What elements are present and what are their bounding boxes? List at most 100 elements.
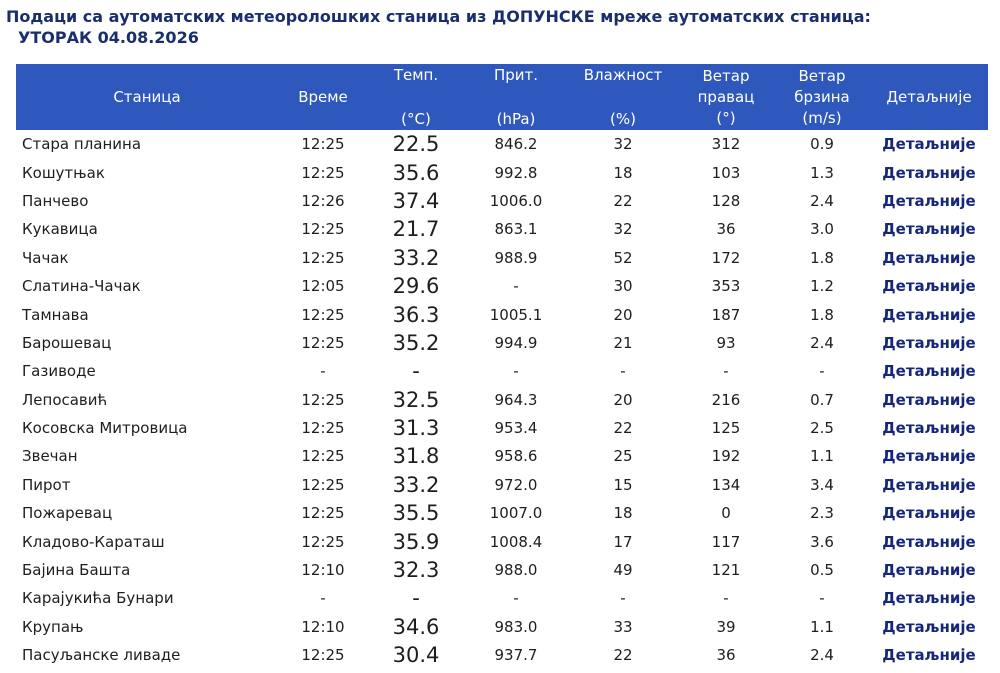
details-link[interactable]: Детаљније — [882, 561, 976, 580]
temperature-value: 33.2 — [392, 472, 440, 497]
col-header-time: Време — [278, 64, 368, 130]
col-header-wind-speed-line1: Ветар — [798, 67, 846, 86]
details-link[interactable]: Детаљније — [882, 589, 976, 608]
wind-direction-value: 187 — [711, 305, 741, 324]
temperature-value: 29.6 — [392, 274, 440, 299]
temperature-value: 32.5 — [392, 387, 440, 412]
details-link[interactable]: Детаљније — [882, 277, 976, 296]
col-header-humidity-label: Влажност — [583, 66, 663, 84]
table-row: Крупањ 12:10 34.6 983.0 33 39 1.1 Детаљн… — [16, 613, 988, 641]
temperature-value: 22.5 — [392, 132, 440, 157]
measurement-time: 12:25 — [301, 390, 345, 409]
measurement-time: - — [320, 362, 326, 381]
temperature-value: 32.3 — [392, 558, 440, 583]
pressure-value: 937.7 — [494, 646, 538, 665]
measurement-time: 12:25 — [301, 646, 345, 665]
wind-direction-value: 172 — [711, 248, 741, 267]
wind-direction-value: 39 — [716, 617, 736, 636]
humidity-value: - — [620, 589, 626, 608]
humidity-value: - — [620, 362, 626, 381]
table-row: Газиводе - - - - - - Детаљније — [16, 357, 988, 385]
wind-speed-value: 1.8 — [810, 248, 834, 267]
col-header-humidity-unit: (%) — [610, 110, 636, 128]
station-name: Бајина Башта — [22, 561, 131, 580]
pressure-value: 863.1 — [494, 220, 538, 239]
col-header-wind-speed: Ветар брзина (m/s) — [774, 64, 870, 130]
details-link[interactable]: Детаљније — [882, 504, 976, 523]
temperature-value: 36.3 — [392, 302, 440, 327]
wind-speed-value: 3.6 — [810, 532, 834, 551]
wind-speed-value: - — [819, 362, 825, 381]
temperature-value: - — [412, 586, 420, 611]
pressure-value: 964.3 — [494, 390, 538, 409]
measurement-time: 12:26 — [301, 191, 345, 210]
page-title: Подаци са аутоматских метеоролошких стан… — [6, 6, 996, 48]
temperature-value: 37.4 — [392, 188, 440, 213]
details-link[interactable]: Детаљније — [882, 447, 976, 466]
table-header: Станица Време Темп. (°C) Прит. (hPa) — [16, 64, 988, 130]
details-link[interactable]: Детаљније — [882, 333, 976, 352]
pressure-value: 1007.0 — [489, 504, 543, 523]
temperature-value: 34.6 — [392, 614, 440, 639]
table-body: Стара планина 12:25 22.5 846.2 32 312 0.… — [16, 130, 988, 669]
humidity-value: 32 — [613, 135, 633, 154]
col-header-temp-label: Темп. — [393, 66, 439, 84]
humidity-value: 15 — [613, 475, 633, 494]
col-header-time-label: Време — [298, 88, 348, 106]
col-header-details: Детаљније — [870, 64, 988, 130]
humidity-value: 52 — [613, 248, 633, 267]
table-row: Кошутњак 12:25 35.6 992.8 18 103 1.3 Дет… — [16, 158, 988, 186]
details-link[interactable]: Детаљније — [882, 305, 976, 324]
table-row: Бајина Башта 12:10 32.3 988.0 49 121 0.5… — [16, 556, 988, 584]
measurement-time: 12:10 — [301, 617, 345, 636]
details-link[interactable]: Детаљније — [882, 362, 976, 381]
details-link[interactable]: Детаљније — [882, 220, 976, 239]
measurement-time: 12:25 — [301, 220, 345, 239]
details-link[interactable]: Детаљније — [882, 390, 976, 409]
humidity-value: 22 — [613, 191, 633, 210]
temperature-value: 33.2 — [392, 245, 440, 270]
humidity-value: 30 — [613, 277, 633, 296]
details-link[interactable]: Детаљније — [882, 475, 976, 494]
details-link[interactable]: Детаљније — [882, 646, 976, 665]
details-link[interactable]: Детаљније — [882, 248, 976, 267]
wind-speed-value: 0.5 — [810, 561, 834, 580]
col-header-details-label: Детаљније — [886, 88, 972, 106]
table-row: Звечан 12:25 31.8 958.6 25 192 1.1 Детаљ… — [16, 442, 988, 470]
pressure-value: - — [513, 362, 519, 381]
table-row: Слатина-Чачак 12:05 29.6 - 30 353 1.2 Де… — [16, 272, 988, 300]
col-header-temp-unit: (°C) — [401, 110, 431, 128]
temperature-value: 35.6 — [392, 160, 440, 185]
details-link[interactable]: Детаљније — [882, 135, 976, 154]
table-row: Пасуљанске ливаде 12:25 30.4 937.7 22 36… — [16, 641, 988, 669]
humidity-value: 18 — [613, 163, 633, 182]
details-link[interactable]: Детаљније — [882, 163, 976, 182]
page-date: УТОРАК 04.08.2026 — [18, 28, 199, 47]
col-header-humidity: Влажност (%) — [568, 64, 678, 130]
details-link[interactable]: Детаљније — [882, 617, 976, 636]
station-name: Пасуљанске ливаде — [22, 646, 181, 665]
humidity-value: 20 — [613, 390, 633, 409]
pressure-value: 958.6 — [494, 447, 538, 466]
wind-direction-value: 128 — [711, 191, 741, 210]
humidity-value: 21 — [613, 333, 633, 352]
col-header-wind-speed-unit: (m/s) — [802, 108, 842, 127]
measurement-time: 12:25 — [301, 419, 345, 438]
temperature-value: 31.3 — [392, 416, 440, 441]
wind-speed-value: 2.4 — [810, 333, 834, 352]
table-row: Панчево 12:26 37.4 1006.0 22 128 2.4 Дет… — [16, 187, 988, 215]
pressure-value: 1006.0 — [489, 191, 543, 210]
table-row: Косовска Митровица 12:25 31.3 953.4 22 1… — [16, 414, 988, 442]
wind-direction-value: 103 — [711, 163, 741, 182]
details-link[interactable]: Детаљније — [882, 419, 976, 438]
wind-speed-value: 1.1 — [810, 447, 834, 466]
station-name: Кукавица — [22, 220, 98, 239]
details-link[interactable]: Детаљније — [882, 191, 976, 210]
wind-direction-value: - — [723, 362, 729, 381]
table-row: Чачак 12:25 33.2 988.9 52 172 1.8 Детаљн… — [16, 244, 988, 272]
station-name: Кладово-Караташ — [22, 532, 165, 551]
details-link[interactable]: Детаљније — [882, 532, 976, 551]
station-name: Пирот — [22, 475, 71, 494]
table-row: Пожаревац 12:25 35.5 1007.0 18 0 2.3 Дет… — [16, 499, 988, 527]
measurement-time: 12:25 — [301, 447, 345, 466]
